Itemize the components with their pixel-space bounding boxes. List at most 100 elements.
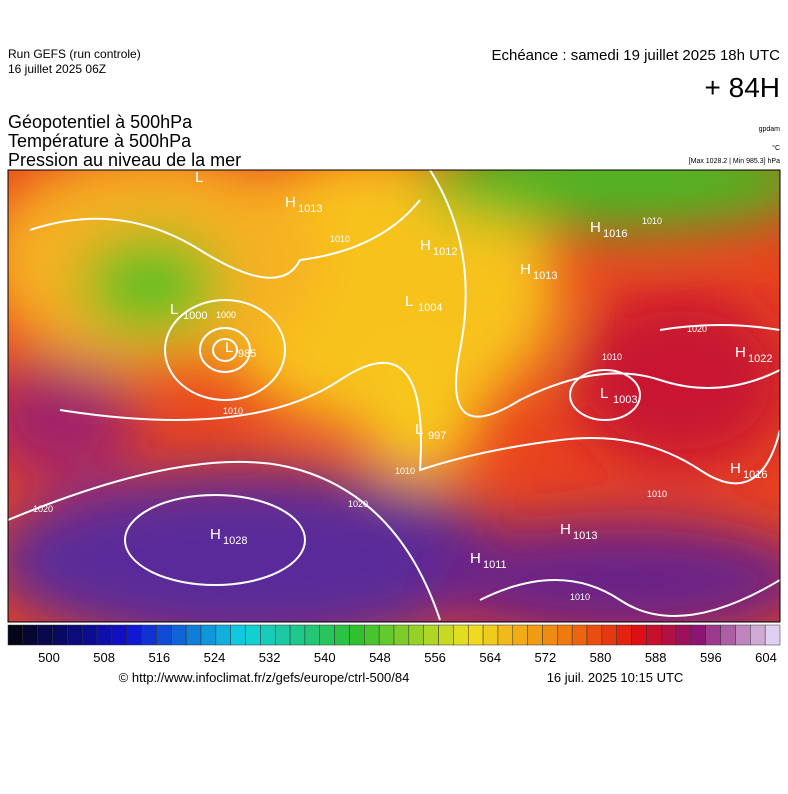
colorbar-swatch [274,624,291,646]
center-value: 1022 [748,353,772,365]
colorbar-swatch [601,624,617,646]
center-value: 1011 [483,559,507,571]
center-letter: H [590,219,601,236]
center-letter: L [600,385,608,402]
center-letter: H [470,550,481,567]
colorbar-swatch [453,624,469,646]
colorbar-swatch [764,624,781,646]
colorbar-swatch [260,624,276,646]
center-letter: H [285,194,296,211]
colorbar-swatch [141,624,157,646]
isobar-label: 1020 [33,504,53,514]
center-letter: H [730,460,741,477]
colorbar-swatch [557,624,573,646]
colorbar-swatch [22,624,38,646]
center-letter: H [420,237,431,254]
center-value: 1013 [533,270,557,282]
colorbar-swatch [364,624,380,646]
colorbar-tick-label: 508 [93,650,115,665]
isobar-label: 1010 [223,406,243,416]
colorbar-swatch [586,624,603,646]
colorbar-swatch [735,624,751,646]
colorbar-swatch [750,624,766,646]
isobar-label: 1010 [395,466,415,476]
colorbar-swatch [705,624,721,646]
colorbar-swatch [230,624,246,646]
center-value: 997 [428,430,446,442]
colorbar-swatch [378,624,395,646]
colorbar-swatch [631,624,647,646]
colorbar: 500 508 516 524 532 540 548 556 564 572 580 588 596 6… [7,624,781,665]
colorbar-tick-label: 548 [369,650,391,665]
colorbar-swatch [245,624,261,646]
map-frame [7,169,781,623]
colorbar-tick-label: 604 [755,650,777,665]
center-value: 1016 [603,228,627,240]
title: Géopotentiel à 500hPa [8,112,193,132]
unit: [Max 1028.2 | Min 985.3] hPa [689,158,780,165]
isobar-label: 1010 [570,592,590,602]
isobar-label: 1020 [687,324,707,334]
center-value: 1012 [433,246,457,258]
colorbar-swatch [542,624,558,646]
colorbar-swatch [37,624,53,646]
center-letter: L [405,293,413,310]
center-value: 1013 [298,203,322,215]
center-value: 1000 [183,310,207,322]
colorbar-swatch [96,624,113,646]
title: Pression au niveau de la mer [8,150,241,170]
colorbar-tick-label: 588 [645,650,667,665]
colorbar-swatch [660,624,677,646]
generated: 16 juil. 2025 10:15 UTC [547,670,684,685]
isobar-label: 1010 [642,216,662,226]
colorbar-swatch [720,624,736,646]
colorbar-tick-label: 500 [38,650,60,665]
isobar-label: 1010 [602,352,622,362]
colorbar-swatch [690,624,707,646]
center-value: 1003 [613,394,637,406]
colorbar-swatch [675,624,692,646]
isobar-label: 1010 [647,489,667,499]
center-letter: H [735,344,746,361]
colorbar-tick-label: 524 [204,650,226,665]
colorbar-swatch [571,624,588,646]
colorbar-swatch [482,624,499,646]
center-letter: H [560,521,571,538]
colorbar-swatch [497,624,514,646]
colorbar-swatch [7,624,24,646]
colorbar-tick-label: 580 [590,650,612,665]
map [8,170,780,622]
colorbar-swatch [512,624,528,646]
center-letter: L [415,421,423,438]
center-letter: H [210,526,221,543]
colorbar-swatch [527,624,543,646]
colorbar-swatch [616,624,632,646]
colorbar-tick-label: 556 [424,650,446,665]
colorbar-swatch [467,624,484,646]
center-letter: L [225,339,233,356]
colorbar-swatch [200,624,217,646]
colorbar-tick-label: 596 [700,650,722,665]
colorbar-swatch [185,624,202,646]
isobar-label: 1020 [348,499,368,509]
colorbar-swatch [81,624,98,646]
center-letter: L [195,169,203,186]
colorbar-swatch [304,624,321,646]
colorbar-swatch [646,624,662,646]
colorbar-tick-label: 532 [259,650,281,665]
colorbar-swatch [438,624,454,646]
colorbar-swatch [171,624,187,646]
valid-time: Echéance : samedi 19 juillet 2025 18h UT… [491,47,780,64]
center-letter: H [520,261,531,278]
colorbar-swatch [111,624,128,646]
isobar-label: 1010 [330,234,350,244]
colorbar-swatch [408,624,424,646]
colorbar-swatch [349,624,365,646]
title: Température à 500hPa [8,131,192,151]
center-letter: L [170,301,178,318]
center-value: 1013 [573,530,597,542]
colorbar-tick-label: 540 [314,650,336,665]
colorbar-swatch [289,624,306,646]
colorbar-swatch [319,624,335,646]
isobar-label: 1000 [216,310,236,320]
